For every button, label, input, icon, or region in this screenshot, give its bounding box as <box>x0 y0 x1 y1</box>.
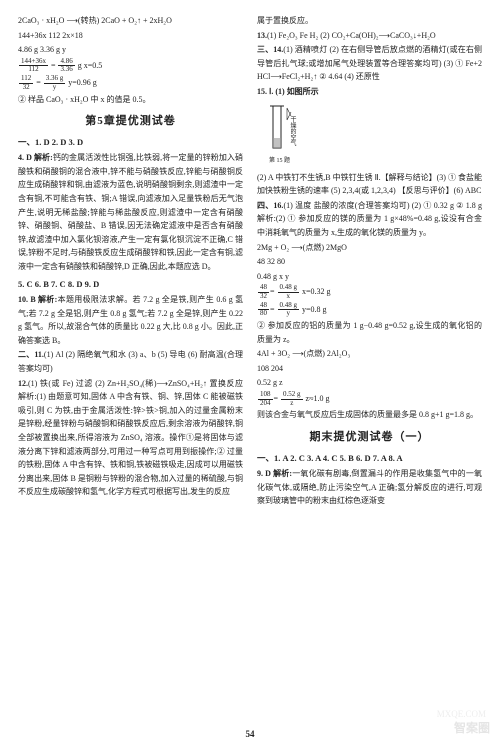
page-number: 54 <box>0 727 500 742</box>
frac-4: 3.36 gy <box>44 75 66 91</box>
frac-mg-y: 4880= 0.48 gy y=0.8 g <box>257 302 482 318</box>
q12-continued: 属于置换反应。 <box>257 14 482 28</box>
q16-end: 则该合金与氧气反应后生成固体的质量最多是 0.8 g+1 g=1.8 g。 <box>257 408 482 422</box>
q15-intro: 15. Ⅰ. (1) 如图所示 <box>257 85 482 99</box>
left-column: 2CaO₃ · xH₂O ⟶(转热) 2CaO + O₂↑ + 2xH₂O 14… <box>18 14 243 509</box>
final-q1-8: 一、1. A 2. C 3. A 4. C 5. B 6. D 7. A 8. … <box>257 451 482 465</box>
equation-var-row: 4.86 g 3.36 g y <box>18 43 243 57</box>
q10: 10. B 解析:本题用极限法求解。若 7.2 g 全是铁,则产生 0.6 g … <box>18 293 243 347</box>
eq-mg: 2Mg + O₂ ⟶(点燃) 2MgO <box>257 241 482 255</box>
eq-mg-vars: 0.48 g x y <box>257 270 482 284</box>
svg-text:第 15 题: 第 15 题 <box>269 156 290 164</box>
right-column: 属于置换反应。 13.(1) Fe₂O₃ Fe H₂ (2) CO₂+Ca(OH… <box>257 14 482 509</box>
figure-15: 干燥的空气 第 15 题 <box>257 102 482 168</box>
eq-al-vars: 0.52 g z <box>257 376 482 390</box>
frac-3: 11232 <box>19 75 33 91</box>
chapter-5-heading: 第5章提优测试卷 <box>18 112 243 131</box>
q16-cont: ② 参加反应的铝的质量为 1 g−0.48 g=0.52 g,设生成的氧化铝的质… <box>257 319 482 346</box>
final-exam-heading: 期末提优测试卷（一） <box>257 428 482 447</box>
test-tube-diagram: 干燥的空气 第 15 题 <box>257 102 313 168</box>
fraction-line-2: 11232 = 3.36 gy y=0.96 g <box>18 75 243 91</box>
eq-al-nums: 108 204 <box>257 362 482 376</box>
eq-conclusion: ② 样品 CaO₃ · xH₂O 中 x 的值是 0.5。 <box>18 93 243 107</box>
fraction-line-1: 144+36x112 = 4.863.36 g x=0.5 <box>18 58 243 74</box>
two-column-page: 2CaO₃ · xH₂O ⟶(转热) 2CaO + O₂↑ + 2xH₂O 14… <box>0 0 500 517</box>
q12: 12.(1) 铁(或 Fe) 过滤 (2) Zn+H₂SO₄(稀)⟶ZnSO₄+… <box>18 377 243 499</box>
section-1-answers: 一、1. D 2. D 3. D <box>18 135 243 149</box>
frac-mg-x: 4832= 0.48 gx x=0.32 g <box>257 284 482 300</box>
frac-2: 4.863.36 <box>58 58 74 74</box>
q13: 13.(1) Fe₂O₃ Fe H₂ (2) CO₂+Ca(OH)₂⟶CaCO₃… <box>257 29 482 43</box>
watermark-url: MXQE.COM <box>437 707 486 722</box>
equation-thermal: 2CaO₃ · xH₂O ⟶(转热) 2CaO + O₂↑ + 2xH₂O <box>18 14 243 28</box>
frac-1: 144+36x112 <box>19 58 48 74</box>
frac-al-z: 108204= 0.52 gz z≈1.0 g <box>257 391 482 407</box>
q11: 二、11.(1) Al (2) 隔绝氧气和水 (3) a、b (5) 导电 (6… <box>18 348 243 375</box>
q9: 9. D 解析:一氧化碳有剧毒,倒置漏斗的作用是收集氢气中的一氧化碳气体,或隔绝… <box>257 467 482 508</box>
eq-mg-nums: 48 32 80 <box>257 255 482 269</box>
q14: 三、14.(1) 酒精喷灯 (2) 在右侧导管后放点燃的酒精灯(或在右侧导管后扎… <box>257 43 482 84</box>
svg-text:干燥的空气: 干燥的空气 <box>289 116 296 146</box>
q5-9-answers: 5. C 6. B 7. C 8. D 9. D <box>18 277 243 291</box>
equation-mass-row: 144+36x 112 2x×18 <box>18 29 243 43</box>
q15-body: (2) A 中铁钉不生锈,B 中铁钉生锈 Ⅱ.【解释与结论】(3) ① 食盐能加… <box>257 171 482 198</box>
q4: 4. D 解析:钙的金属活泼性比铜强,比铁弱,将一定量的锌粉加入硝酸铁和硝酸铜的… <box>18 151 243 273</box>
eq-al: 4Al + 3O₂ ⟶(点燃) 2Al₂O₃ <box>257 347 482 361</box>
q16: 四、16.(1) 温度 盐酸的浓度(合理答案均可) (2) ① 0.32 g ②… <box>257 199 482 240</box>
